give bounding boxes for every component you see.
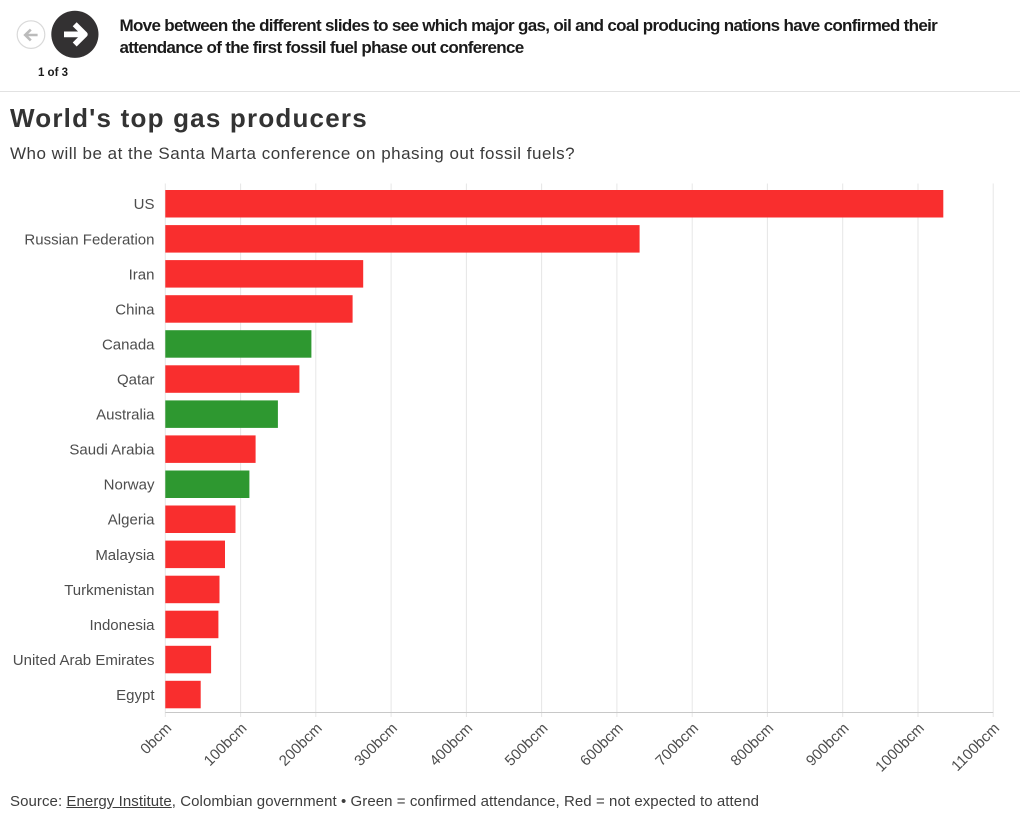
svg-text:Egypt: Egypt (116, 687, 155, 704)
svg-text:500bcm: 500bcm (502, 720, 552, 770)
svg-text:900bcm: 900bcm (803, 720, 853, 770)
svg-text:United Arab Emirates: United Arab Emirates (13, 652, 155, 669)
svg-text:Indonesia: Indonesia (89, 617, 155, 634)
svg-text:400bcm: 400bcm (426, 720, 476, 770)
svg-text:Turkmenistan: Turkmenistan (64, 582, 154, 599)
svg-text:China: China (115, 301, 155, 318)
svg-text:Iran: Iran (129, 266, 155, 283)
svg-text:Canada: Canada (102, 336, 155, 353)
svg-text:800bcm: 800bcm (727, 720, 777, 770)
svg-text:Algeria: Algeria (108, 512, 155, 529)
svg-text:Saudi Arabia: Saudi Arabia (69, 442, 155, 459)
svg-text:Norway: Norway (104, 477, 155, 494)
svg-text:Qatar: Qatar (117, 372, 155, 389)
svg-text:US: US (134, 196, 155, 213)
svg-text:0bcm: 0bcm (137, 720, 175, 758)
svg-text:Malaysia: Malaysia (95, 547, 155, 564)
svg-text:300bcm: 300bcm (351, 720, 401, 770)
svg-text:100bcm: 100bcm (201, 720, 251, 770)
svg-text:200bcm: 200bcm (276, 720, 326, 770)
svg-text:1100bcm: 1100bcm (948, 720, 1003, 775)
svg-text:600bcm: 600bcm (577, 720, 627, 770)
svg-text:Russian Federation: Russian Federation (24, 231, 154, 248)
svg-text:700bcm: 700bcm (652, 720, 702, 770)
svg-text:1000bcm: 1000bcm (872, 720, 928, 776)
svg-text:Australia: Australia (96, 407, 155, 424)
